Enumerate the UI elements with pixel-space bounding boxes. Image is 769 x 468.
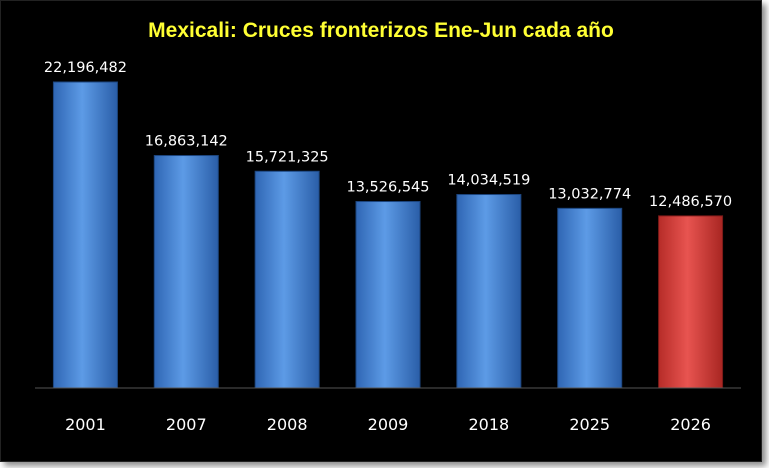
bar-2009 [355,201,421,389]
bar-2018 [456,194,522,389]
bar-chart: 22,196,482 2001 16,863,142 2007 15,721,325 20… [35,60,741,434]
x-tick-label-2025: 2025 [569,415,610,434]
x-tick-label-2018: 2018 [468,415,509,434]
value-label-2001: 22,196,482 [44,60,127,76]
value-label-2008: 15,721,325 [246,149,329,165]
chart-title: Mexicali: Cruces fronterizos Ene-Jun cad… [148,19,614,42]
bar-2026 [658,215,724,389]
x-tick-label-2001: 2001 [65,415,106,434]
value-label-2009: 13,526,545 [346,180,429,196]
value-label-2007: 16,863,142 [145,134,228,150]
value-label-2018: 14,034,519 [447,173,530,189]
chart-frame: Mexicali: Cruces fronterizos Ene-Jun cad… [0,0,762,462]
x-tick-label-2008: 2008 [267,415,308,434]
bar-2007 [153,155,219,389]
bar-2001 [52,81,118,389]
x-tick-label-2007: 2007 [166,415,207,434]
bar-2025 [557,207,623,389]
value-label-2026: 12,486,570 [649,194,732,210]
x-tick-label-2009: 2009 [368,415,409,434]
bar-2008 [254,170,320,389]
x-tick-label-2026: 2026 [670,415,711,434]
value-label-2025: 13,032,774 [548,186,631,202]
